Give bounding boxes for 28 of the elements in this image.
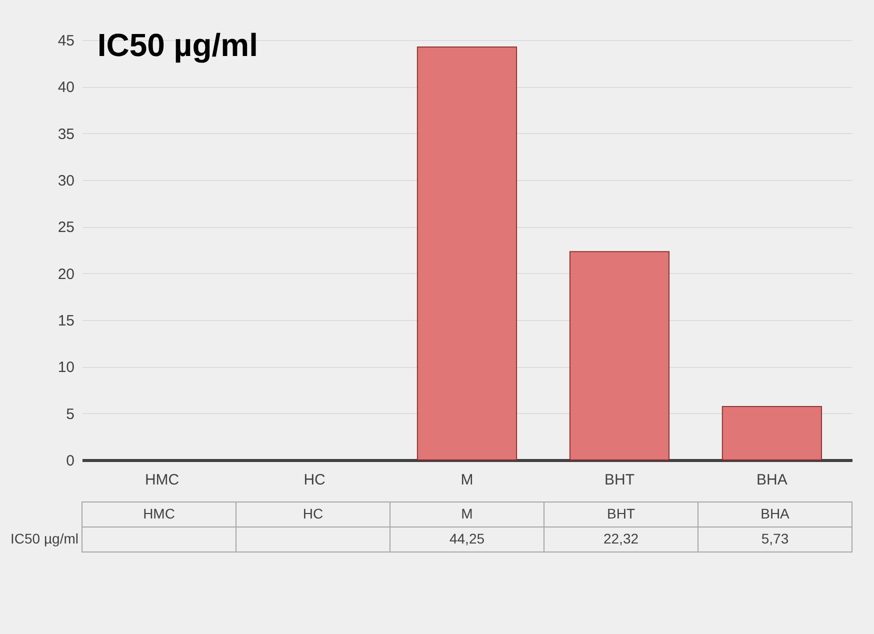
x-tick-label: M (460, 472, 474, 488)
y-tick-label: 5 (66, 406, 74, 423)
category-label: HMC (143, 506, 175, 522)
text: IC50 µg/ml (10, 530, 78, 546)
category-label: BHT (607, 506, 635, 522)
y-tick-label: 15 (58, 312, 74, 330)
category-label: BHA (760, 506, 790, 522)
y-tick-label: 25 (58, 219, 74, 236)
x-tick-label: HMC (144, 472, 180, 488)
bar (722, 406, 822, 460)
bar (416, 46, 518, 460)
category-label: M (461, 506, 473, 522)
x-tick-label: HC (304, 472, 326, 488)
y-tick-label: 20 (58, 266, 74, 283)
data-label: 5,73 (761, 530, 789, 546)
chart-title: IC50 µg/ml (97, 27, 258, 63)
data-label: 22,32 (603, 530, 639, 546)
x-tick-label: BHT (604, 472, 634, 488)
x-tick-label: BHA (756, 472, 788, 488)
y-tick-label: 30 (58, 172, 74, 190)
y-tick-label: 35 (58, 126, 74, 143)
y-tick-label: 40 (58, 79, 74, 96)
y-tick-label: 10 (58, 359, 74, 376)
category-label: HC (302, 506, 324, 522)
y-tick-label: 45 (58, 32, 74, 50)
data-label: 44,25 (449, 530, 485, 546)
y-tick-label: 0 (66, 452, 74, 470)
bar (569, 251, 670, 460)
